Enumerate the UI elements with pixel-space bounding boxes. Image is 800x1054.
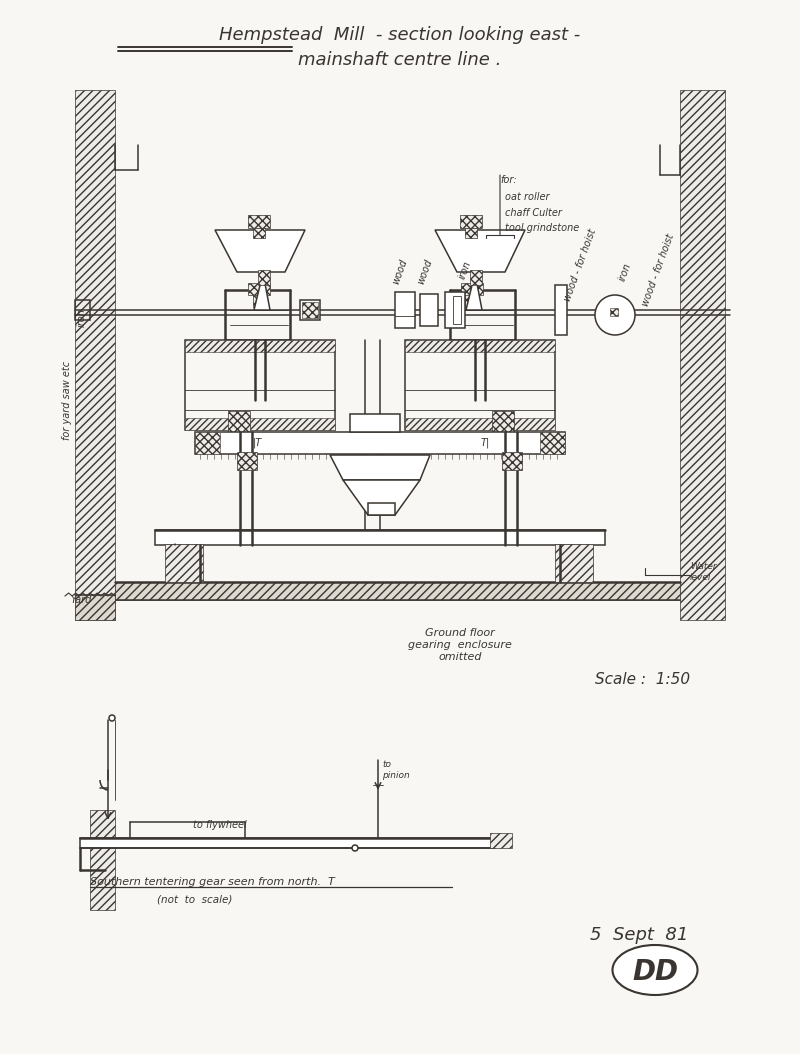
Bar <box>461 284 483 295</box>
Bar <box>185 340 335 352</box>
Text: iron: iron <box>457 259 473 280</box>
Text: |T: |T <box>253 437 262 448</box>
Ellipse shape <box>613 945 698 995</box>
Text: to flywheel: to flywheel <box>193 820 247 829</box>
Bar <box>90 811 115 910</box>
Text: T|: T| <box>481 437 490 448</box>
Bar <box>460 215 482 228</box>
Bar <box>185 418 335 430</box>
Text: Water
level: Water level <box>690 562 717 582</box>
Text: chaff Culter: chaff Culter <box>505 208 562 218</box>
Bar <box>253 293 267 307</box>
Bar <box>258 270 270 285</box>
Polygon shape <box>466 273 482 310</box>
Text: for yard saw etc: for yard saw etc <box>62 360 72 440</box>
Text: DD: DD <box>632 958 678 985</box>
Bar <box>492 411 514 433</box>
Bar <box>253 228 265 238</box>
Bar <box>453 296 461 324</box>
Polygon shape <box>330 455 430 480</box>
Bar <box>80 838 495 848</box>
Bar <box>502 452 522 470</box>
Text: mainshaft centre line .: mainshaft centre line . <box>298 51 502 69</box>
Bar <box>465 228 477 238</box>
Bar <box>405 418 555 430</box>
Bar <box>185 340 335 430</box>
Bar <box>300 300 320 320</box>
Bar <box>195 432 565 454</box>
Polygon shape <box>343 480 420 515</box>
Bar <box>555 544 593 582</box>
Polygon shape <box>215 230 305 272</box>
Circle shape <box>595 295 635 335</box>
Text: iron: iron <box>77 309 87 328</box>
Bar <box>680 90 725 620</box>
Text: wood: wood <box>391 258 409 286</box>
Bar <box>195 432 220 454</box>
Text: Ground floor
gearing  enclosure
omitted: Ground floor gearing enclosure omitted <box>408 628 512 662</box>
Text: Southern tentering gear seen from north.  T: Southern tentering gear seen from north.… <box>90 877 334 887</box>
Bar <box>445 292 465 328</box>
Bar <box>465 293 479 307</box>
Bar <box>610 308 618 316</box>
Bar <box>470 270 482 285</box>
Bar <box>115 582 680 600</box>
Bar <box>405 340 555 352</box>
Bar <box>555 285 567 335</box>
Bar <box>368 503 395 515</box>
Bar <box>420 294 438 326</box>
Bar <box>395 292 415 328</box>
Text: for:: for: <box>500 175 517 186</box>
Polygon shape <box>435 230 525 272</box>
Bar <box>228 411 250 433</box>
Bar <box>75 90 115 620</box>
Bar <box>302 302 318 318</box>
Text: iron: iron <box>617 261 633 282</box>
Text: to
pinion: to pinion <box>382 760 410 780</box>
Text: Scale :  1:50: Scale : 1:50 <box>595 672 690 687</box>
Bar <box>248 215 270 228</box>
Bar <box>165 544 203 582</box>
Circle shape <box>352 845 358 851</box>
Text: Yard: Yard <box>70 596 91 605</box>
Bar <box>155 530 605 545</box>
Text: wood - for hoist: wood - for hoist <box>562 228 598 302</box>
Text: 5  Sept  81: 5 Sept 81 <box>590 926 688 944</box>
Text: Hempstead  Mill  - section looking east -: Hempstead Mill - section looking east - <box>219 26 581 44</box>
Bar <box>75 300 90 320</box>
Text: wood - for hoist: wood - for hoist <box>640 232 676 308</box>
Text: tool grindstone: tool grindstone <box>505 223 579 233</box>
Bar <box>405 340 555 430</box>
Text: (not  to  scale): (not to scale) <box>158 895 233 905</box>
Bar <box>75 596 115 620</box>
Bar <box>490 833 512 848</box>
Circle shape <box>109 715 115 721</box>
Bar <box>540 432 565 454</box>
Bar <box>237 452 257 470</box>
Bar <box>350 414 400 432</box>
Polygon shape <box>254 273 270 310</box>
Text: wood: wood <box>416 258 434 286</box>
Text: oat roller: oat roller <box>505 192 550 202</box>
Bar <box>248 284 270 295</box>
